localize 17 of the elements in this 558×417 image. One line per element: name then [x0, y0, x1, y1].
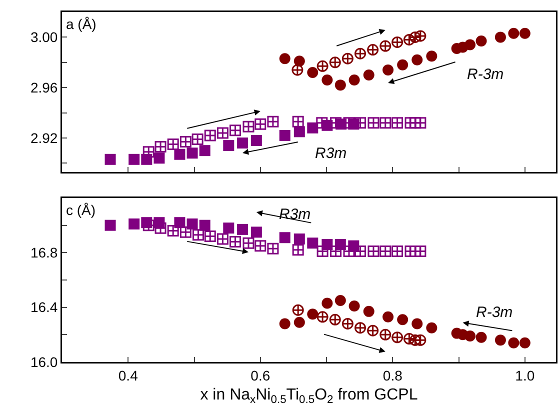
- x-tick-label: 0.8: [382, 367, 403, 384]
- text: x in Na$_{x}$Ni$_{0.5}$Ti$_{0.5}$O$_{2}$ from GCPL: [200, 386, 418, 406]
- x-tick-label: 0.6: [250, 367, 270, 384]
- x-tick-label: 1.0: [515, 367, 535, 384]
- y-tick-label: 3.00: [30, 29, 58, 46]
- y-tick-label: 16.8: [30, 244, 58, 261]
- annotation: R3m: [315, 145, 347, 162]
- y-tick-label: 2.92: [30, 130, 58, 146]
- y-tick-label: 16.0: [30, 354, 58, 370]
- y-tick-label: 16.4: [30, 299, 58, 316]
- y-axis-title: c (Å): [66, 202, 96, 218]
- x-tick-label: 0.4: [118, 367, 138, 384]
- y-tick-label: 2.96: [30, 79, 58, 96]
- annotation: R-3m: [476, 304, 513, 321]
- y-axis-title: a (Å): [66, 16, 96, 32]
- annotation: R3m: [279, 206, 311, 223]
- annotation: R-3m: [467, 66, 504, 83]
